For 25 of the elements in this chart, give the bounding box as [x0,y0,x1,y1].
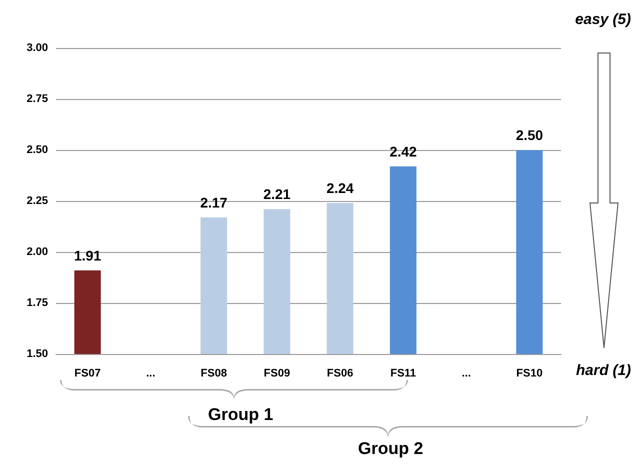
data-label: 2.24 [326,180,354,196]
x-tick-label: FS09 [264,368,290,380]
y-tick-label: 1.50 [26,348,48,360]
x-tick-label: FS07 [74,368,101,380]
data-label: 1.91 [74,247,102,264]
data-label: 2.21 [263,186,291,202]
data-label: 2.50 [516,127,544,143]
y-tick-label: 2.50 [26,144,48,156]
text: easy (5) [575,11,632,28]
y-tick-label: 1.75 [26,297,48,309]
y-tick-label: 2.25 [26,195,48,207]
x-tick-label: FS10 [516,368,543,380]
text: hard (1) [576,362,632,379]
data-label: 2.17 [200,194,228,210]
text: Group 1 [208,405,274,424]
y-tick-label: 2.75 [26,93,48,105]
x-tick-label: ... [462,368,471,380]
data-label: 2.42 [390,143,418,160]
x-tick-label: ... [146,368,156,380]
y-tick-label: 3.00 [26,42,48,54]
x-tick-label: FS06 [326,368,354,380]
y-tick-label: 2.00 [26,246,48,258]
x-tick-label: FS11 [390,368,416,380]
text: Group 2 [358,439,424,458]
x-tick-label: FS08 [200,368,227,380]
